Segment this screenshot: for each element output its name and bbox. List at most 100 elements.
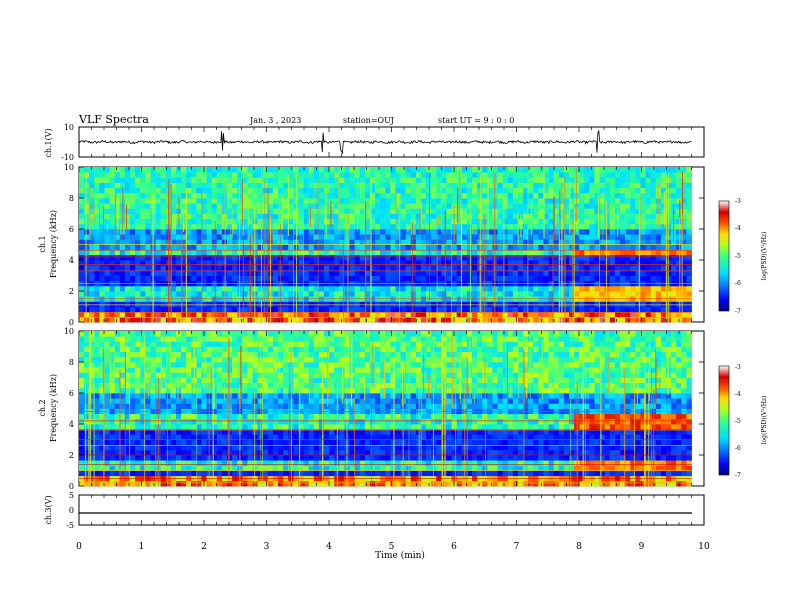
spectrogram-cell (620, 203, 626, 209)
spectrogram-cell (247, 167, 253, 173)
spectrogram-cell (410, 244, 417, 251)
spectrogram-cell (579, 198, 585, 204)
spectrogram-cell (206, 270, 213, 276)
spectrogram-cell (558, 172, 565, 178)
spectrogram-cell (431, 182, 437, 189)
spectrogram-cell (145, 382, 151, 389)
spectrogram-cell (242, 285, 248, 292)
spectrogram-cell (247, 346, 253, 353)
spectrogram-cell (497, 213, 504, 220)
spectrogram-cell (232, 244, 238, 251)
spectrogram-cell (660, 275, 667, 282)
spectrogram-cell (431, 306, 437, 313)
spectrogram-cell (247, 377, 253, 384)
spectrogram-cell (308, 285, 315, 292)
spectrogram-cell (385, 177, 391, 183)
spectrogram-cell (272, 444, 279, 451)
spectrogram-cell (395, 203, 401, 209)
spectrogram-cell (625, 177, 631, 183)
spectrogram-cell (135, 218, 141, 225)
spectrogram-cell (252, 203, 259, 209)
spectrogram-cell (308, 223, 315, 230)
spectrogram-cell (170, 291, 177, 297)
spectrogram-cell (262, 203, 269, 209)
spectrogram-cell (313, 234, 320, 240)
spectrogram-cell (175, 444, 182, 451)
spectrogram-cell (543, 239, 549, 245)
spectrogram-cell (574, 239, 580, 245)
spectrogram-cell (604, 234, 611, 240)
spectrogram-cell (436, 167, 442, 173)
spectrogram-cell (472, 306, 478, 313)
spectrogram-cell (267, 444, 274, 451)
spectrogram-cell (507, 177, 514, 183)
spectrogram-cell (109, 285, 116, 292)
spectrogram-cell (124, 265, 131, 271)
spectrogram-cell (165, 167, 172, 173)
spectrogram-cell (216, 172, 223, 178)
spectrogram-cell (456, 301, 463, 307)
spectrogram-cell (150, 341, 156, 347)
spectrogram-cell (650, 285, 657, 292)
spectrogram-cell (170, 480, 177, 487)
spectrogram-cell (145, 177, 151, 183)
spectrogram-cell (84, 460, 90, 466)
spectrogram-cell (548, 187, 555, 194)
spectrogram-cell (354, 311, 361, 318)
spectrogram-cell (99, 203, 105, 209)
spectrogram-cell (283, 172, 289, 178)
spectrogram-cell (446, 213, 452, 220)
spectrogram-cell (140, 382, 146, 389)
spectrogram-cell (186, 413, 192, 420)
spectrogram-cell (318, 182, 325, 189)
spectrogram-cell (227, 229, 233, 235)
spectrogram-cell (242, 208, 248, 214)
spectrogram-cell (431, 167, 437, 173)
spectrogram-cell (170, 306, 177, 313)
spectrogram-cell (604, 260, 611, 266)
spectrogram-cell (339, 203, 345, 209)
spectrogram-cell (79, 387, 85, 394)
spectrogram-cell (283, 218, 289, 225)
spectrogram-cell (349, 260, 356, 266)
spectrogram-cell (436, 301, 442, 307)
spectrogram-cell (625, 234, 631, 240)
spectrogram-cell (466, 187, 473, 194)
spectrogram-cell (303, 291, 310, 297)
spectrogram-cell (94, 249, 100, 256)
spectrogram-cell (650, 218, 657, 225)
spectrogram-cell (216, 198, 223, 204)
spectrogram-cell (288, 316, 294, 323)
spectrogram-cell (426, 260, 432, 266)
spectrogram-cell (324, 291, 330, 297)
spectrogram-cell (278, 291, 284, 297)
spectrogram-cell (334, 198, 340, 204)
spectrogram-cell (671, 270, 677, 276)
spectrogram-cell (99, 167, 105, 173)
spectrogram-cell (232, 393, 238, 399)
spectrogram-cell (206, 218, 213, 225)
spectrogram-cell (548, 244, 555, 251)
spectrogram-cell (364, 223, 371, 230)
spectrogram-cell (574, 265, 580, 271)
spectrogram-cell (94, 260, 100, 266)
spectrogram-cell (594, 311, 601, 318)
spectrogram-cell (436, 291, 442, 297)
spectrogram-cell (620, 244, 626, 251)
spectrogram-cell (523, 203, 529, 209)
spectrogram-cell (186, 187, 192, 194)
spectrogram-cell (395, 291, 401, 297)
spectrogram-cell (640, 301, 646, 307)
spectrogram-cell (609, 172, 616, 178)
spectrogram-cell (135, 239, 141, 245)
spectrogram-cell (563, 260, 570, 266)
spectrogram-cell (375, 172, 381, 178)
spectrogram-cell (574, 316, 580, 323)
spectrogram-cell (645, 192, 652, 199)
spectrogram-cell (181, 434, 187, 440)
spectrogram-cell (380, 306, 386, 313)
spectrogram-cell (405, 301, 412, 307)
spectrogram-cell (589, 265, 595, 271)
spectrogram-cell (186, 403, 192, 409)
spectrogram-cell (431, 244, 437, 251)
